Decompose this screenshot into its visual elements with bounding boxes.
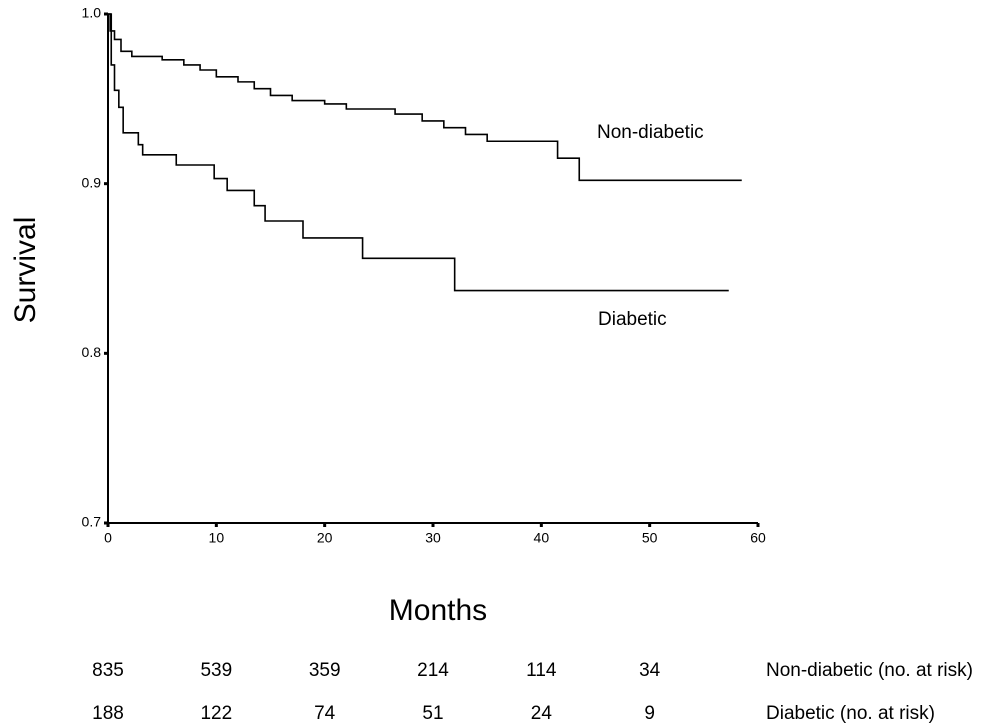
at-risk-count: 214 (417, 660, 449, 681)
x-tick-label: 0 (104, 530, 112, 546)
at-risk-count: 359 (309, 660, 341, 681)
at-risk-count: 9 (644, 703, 655, 724)
at-risk-label: Non-diabetic (no. at risk) (766, 660, 973, 681)
at-risk-count: 122 (200, 703, 232, 724)
at-risk-count: 24 (531, 703, 553, 724)
y-axis-title: Survival (9, 217, 42, 324)
survival-curve (108, 13, 729, 292)
x-tick-label: 10 (209, 530, 225, 546)
at-risk-count: 74 (314, 703, 336, 724)
survival-curve (108, 13, 742, 182)
x-tick-label: 20 (317, 530, 333, 546)
x-tick-label: 60 (750, 530, 766, 546)
y-tick-label: 0.9 (82, 174, 102, 190)
y-tick-label: 0.7 (82, 514, 102, 530)
at-risk-count: 539 (200, 660, 232, 681)
series-label: Diabetic (598, 309, 667, 330)
at-risk-count: 51 (422, 703, 443, 724)
x-tick-label: 50 (642, 530, 658, 546)
x-tick-label: 40 (534, 530, 550, 546)
x-tick-label: 30 (425, 530, 441, 546)
at-risk-count: 34 (639, 660, 661, 681)
x-axis-title: Months (389, 594, 487, 627)
y-tick-label: 1.0 (82, 5, 102, 21)
at-risk-count: 835 (92, 660, 124, 681)
y-tick-label: 0.8 (82, 344, 102, 360)
at-risk-label: Diabetic (no. at risk) (766, 703, 935, 724)
at-risk-count: 114 (526, 660, 557, 681)
at-risk-count: 188 (92, 703, 124, 724)
series-label: Non-diabetic (597, 122, 704, 143)
